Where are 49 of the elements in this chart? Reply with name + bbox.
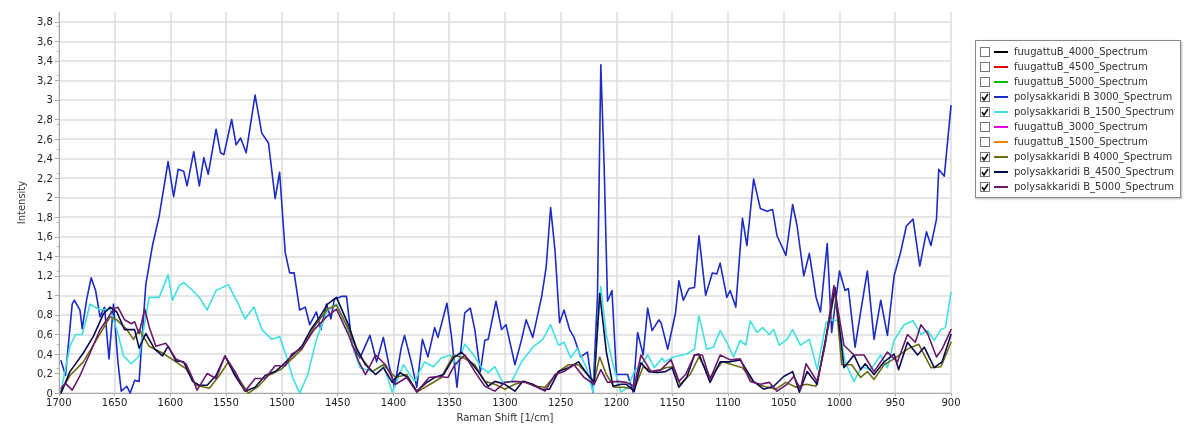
y-tick-label: 1,8 (36, 211, 53, 223)
legend-label: polysakkaridi B 3000_Spectrum (1014, 91, 1173, 102)
y-tick-label: 2,6 (36, 133, 53, 145)
legend-label: fuugattuB_1500_Spectrum (1014, 136, 1148, 147)
y-tick-label: 2 (46, 192, 53, 204)
y-tick-label: 2,4 (36, 153, 53, 165)
y-tick-label: 3 (46, 94, 53, 106)
legend-label: fuugattuB_4000_Spectrum (1014, 46, 1148, 57)
legend-label: polysakkaridi B 4000_Spectrum (1014, 151, 1173, 162)
x-axis-title: Raman Shift [1/cm] (456, 411, 554, 423)
y-tick-label: 3,2 (36, 74, 53, 86)
x-tick-label: 1050 (770, 396, 797, 408)
x-tick-label: 1550 (213, 396, 239, 408)
legend-label: fuugattuB_3000_Spectrum (1014, 121, 1148, 132)
y-tick-label: 1,6 (36, 231, 53, 243)
x-tick-label: 1500 (269, 396, 295, 408)
legend-label: polysakkaridi B_4500_Spectrum (1014, 166, 1174, 177)
y-tick-label: 0,6 (36, 328, 53, 340)
y-tick-label: 0,8 (36, 309, 53, 321)
y-tick-label: 3,8 (36, 16, 53, 28)
y-axis-title: Intensity (15, 180, 27, 225)
x-tick-label: 1350 (436, 396, 462, 408)
x-tick-label: 1200 (603, 396, 630, 408)
x-tick-label: 1250 (547, 396, 574, 408)
x-tick-label: 1700 (46, 396, 72, 408)
y-tick-label: 1 (46, 289, 53, 301)
y-tick-label: 1,2 (36, 270, 53, 282)
legend-label: fuugattuB_5000_Spectrum (1014, 76, 1148, 87)
x-tick-label: 1450 (324, 396, 351, 408)
x-tick-label: 950 (885, 396, 905, 408)
y-tick-label: 2,8 (36, 113, 53, 125)
legend-label: fuugattuB_4500_Spectrum (1014, 61, 1148, 72)
legend-label: polysakkaridi B_5000_Spectrum (1014, 181, 1174, 192)
y-tick-label: 0,2 (36, 368, 53, 380)
y-tick-label: 3,4 (36, 55, 53, 67)
x-tick-label: 1650 (101, 396, 128, 408)
y-tick-label: 0 (46, 387, 53, 399)
legend-label: polysakkaridi B_1500_Spectrum (1014, 106, 1174, 117)
y-tick-label: 0,4 (36, 348, 53, 360)
x-tick-label: 900 (941, 396, 961, 408)
y-tick-label: 1,4 (36, 250, 53, 262)
x-tick-label: 1150 (659, 396, 685, 408)
x-tick-label: 1000 (826, 396, 853, 408)
x-tick-label: 1400 (380, 396, 407, 408)
y-tick-label: 2,2 (36, 172, 53, 184)
x-tick-label: 1100 (715, 396, 741, 408)
x-tick-label: 1300 (492, 396, 518, 408)
y-tick-label: 3,6 (36, 35, 53, 47)
x-tick-label: 1600 (157, 396, 184, 408)
